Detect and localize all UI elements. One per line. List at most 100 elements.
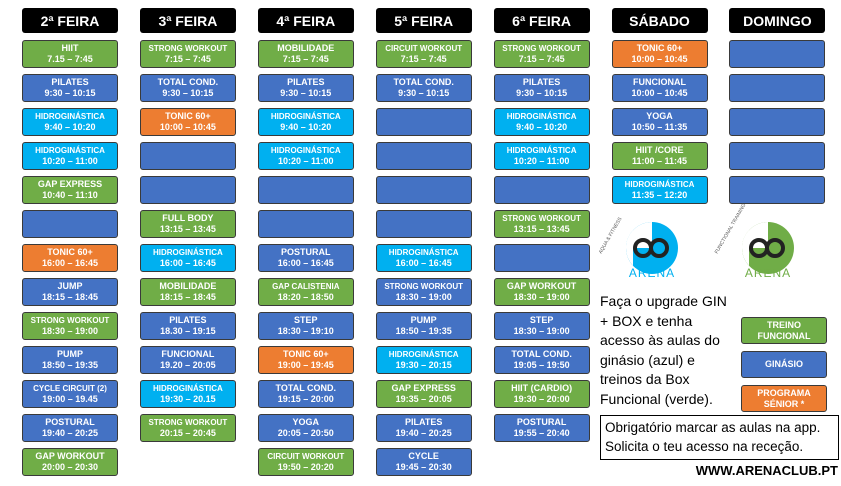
class-name: TONIC 60+ xyxy=(165,111,211,121)
legend-label: PROGRAMA SÉNIOR * xyxy=(757,387,811,409)
class-cell: TONIC 60+ 10:00 – 10:45 xyxy=(139,108,236,136)
class-cell: GAP CALISTENIA 18:20 – 18:50 xyxy=(257,278,354,306)
text-line: Solicita o teu acesso na receção. xyxy=(605,439,804,454)
class-name: CYCLE xyxy=(408,451,439,461)
class-time: 18:30 – 19:00 xyxy=(41,326,99,336)
class-cell: TOTAL COND. 9:30 – 10:15 xyxy=(139,74,236,102)
class-name: PILATES xyxy=(405,417,443,427)
class-name: TOTAL COND. xyxy=(275,383,337,393)
legend-label: GINÁSIO xyxy=(764,359,803,369)
legend-item: TREINO FUNCIONAL xyxy=(741,317,827,344)
class-name: STEP xyxy=(294,315,318,325)
class-name: HIDROGINÁSTICA xyxy=(506,146,577,155)
class-name: HIDROGINÁSTICA xyxy=(35,146,105,155)
class-cell: CIRCUIT WORKOUT 19:50 – 20:20 xyxy=(257,448,354,476)
class-time: 13:15 – 13:45 xyxy=(159,224,216,234)
class-cell: PILATES 9:30 – 10:15 xyxy=(22,74,118,102)
class-name: POSTURAL xyxy=(45,417,95,427)
class-cell: STEP 18:30 – 19:00 xyxy=(493,312,590,340)
class-name: HIIT /CORE xyxy=(635,145,684,155)
class-name: CIRCUIT WORKOUT xyxy=(385,44,463,53)
class-cell xyxy=(22,210,118,238)
class-name: TOTAL COND. xyxy=(157,77,219,87)
class-time: 7:15 – 7:45 xyxy=(164,54,211,64)
class-name: HIDROGINÁSTICA xyxy=(270,146,341,155)
class-cell: POSTURAL 19:40 – 20:25 xyxy=(22,414,118,442)
class-cell: YOGA 20:05 – 20:50 xyxy=(257,414,354,442)
class-cell: GAP WORKOUT 20:00 – 20:30 xyxy=(22,448,118,476)
class-cell: TONIC 60+ 19:00 – 19:45 xyxy=(257,346,354,374)
class-cell: HIDROGINÁSTICA 9:40 – 10:20 xyxy=(257,108,354,136)
class-name: TONIC 60+ xyxy=(636,43,683,53)
class-name: HIDROGINÁSTICA xyxy=(270,112,341,121)
class-cell: JUMP 18:15 – 18:45 xyxy=(22,278,118,306)
class-time: 9:30 – 10:15 xyxy=(398,88,450,98)
class-name: MOBILIDADE xyxy=(277,43,335,53)
class-name: HIDROGINÁSTICA xyxy=(624,180,695,189)
class-cell xyxy=(139,176,236,204)
class-cell: HIDROGINÁSTICA 10:20 – 11:00 xyxy=(493,142,590,170)
logo-ring xyxy=(649,238,669,258)
class-time: 9:40 – 10:20 xyxy=(516,122,568,132)
class-name: PILATES xyxy=(169,315,207,325)
class-cell: HIIT /CORE 11:00 – 11:45 xyxy=(611,142,708,170)
class-cell xyxy=(729,74,826,102)
day-header: 6ª FEIRA xyxy=(493,8,590,33)
class-time: 18:30 – 19:00 xyxy=(513,292,570,302)
class-time: 16:00 – 16:45 xyxy=(277,258,334,268)
class-time: 10:00 – 10:45 xyxy=(159,122,216,132)
class-cell xyxy=(729,142,826,170)
text-line: acesso às aulas do xyxy=(600,332,720,348)
logo-brand: ARENA xyxy=(628,266,676,280)
class-time: 19:30 – 20.15 xyxy=(160,394,216,404)
class-time: 19:15 – 20:00 xyxy=(277,394,334,404)
logo: AQUA & FITNESS ARENA xyxy=(598,212,697,290)
class-time: 20:00 – 20:30 xyxy=(41,462,99,472)
class-name: PUMP xyxy=(56,349,83,359)
class-time: 16:00 – 16:45 xyxy=(41,258,99,268)
class-cell xyxy=(257,176,354,204)
class-name: HIDROGINÁSTICA xyxy=(153,248,223,257)
class-time: 19:50 – 20:20 xyxy=(277,462,334,472)
class-time: 19:05 – 19:50 xyxy=(513,360,570,370)
class-time: 18:50 – 19:35 xyxy=(41,360,99,370)
class-cell xyxy=(729,176,826,204)
logo-mark xyxy=(742,222,794,274)
class-cell: TONIC 60+ 10:00 – 10:45 xyxy=(611,40,708,68)
class-cell: TONIC 60+ 16:00 – 16:45 xyxy=(22,244,118,272)
class-name: GAP WORKOUT xyxy=(506,281,577,291)
class-cell: CYCLE 19:45 – 20:30 xyxy=(375,448,472,476)
class-time: 18.30 – 19:15 xyxy=(160,326,216,336)
class-name: GAP WORKOUT xyxy=(35,451,105,461)
class-name: POSTURAL xyxy=(516,417,567,427)
class-time: 9:30 – 10:15 xyxy=(162,88,214,98)
class-cell: HIDROGINÁSTICA 16:00 – 16:45 xyxy=(139,244,236,272)
class-time: 10:40 – 11:10 xyxy=(42,190,98,200)
class-name: PILATES xyxy=(287,77,325,87)
class-time: 9:30 – 10:15 xyxy=(280,88,332,98)
class-time: 19:55 – 20:40 xyxy=(513,428,570,438)
class-cell: STRONG WORKOUT 7:15 – 7:45 xyxy=(493,40,590,68)
class-time: 19:00 – 19.45 xyxy=(42,394,98,404)
class-cell: STRONG WORKOUT 20:15 – 20:45 xyxy=(139,414,236,442)
class-time: 7:15 – 7:45 xyxy=(518,54,565,64)
class-cell: FUNCIONAL 19.20 – 20:05 xyxy=(139,346,236,374)
class-time: 10:00 – 10:45 xyxy=(631,54,688,64)
text-line: ginásio (azul) e xyxy=(600,351,695,368)
class-cell: FUNCIONAL 10:00 – 10:45 xyxy=(611,74,708,102)
class-cell: MOBILIDADE 7:15 – 7:45 xyxy=(257,40,354,68)
class-name: PILATES xyxy=(522,77,561,87)
class-name: CYCLE CIRCUIT (2) xyxy=(33,384,107,393)
class-name: STRONG WORKOUT xyxy=(384,282,464,291)
class-time: 18:20 – 18:50 xyxy=(277,292,334,302)
class-name: GAP EXPRESS xyxy=(37,179,103,189)
legend-item: PROGRAMA SÉNIOR * xyxy=(741,385,827,412)
day-header: 3ª FEIRA xyxy=(139,8,236,33)
class-time: 19:45 – 20:30 xyxy=(395,462,452,472)
class-time: 19.20 – 20:05 xyxy=(160,360,216,370)
class-cell: PUMP 18:50 – 19:35 xyxy=(375,312,472,340)
class-cell: GAP EXPRESS 19:35 – 20:05 xyxy=(375,380,472,408)
class-cell xyxy=(375,176,472,204)
class-cell: PUMP 18:50 – 19:35 xyxy=(22,346,118,374)
logo-ring xyxy=(765,238,785,258)
